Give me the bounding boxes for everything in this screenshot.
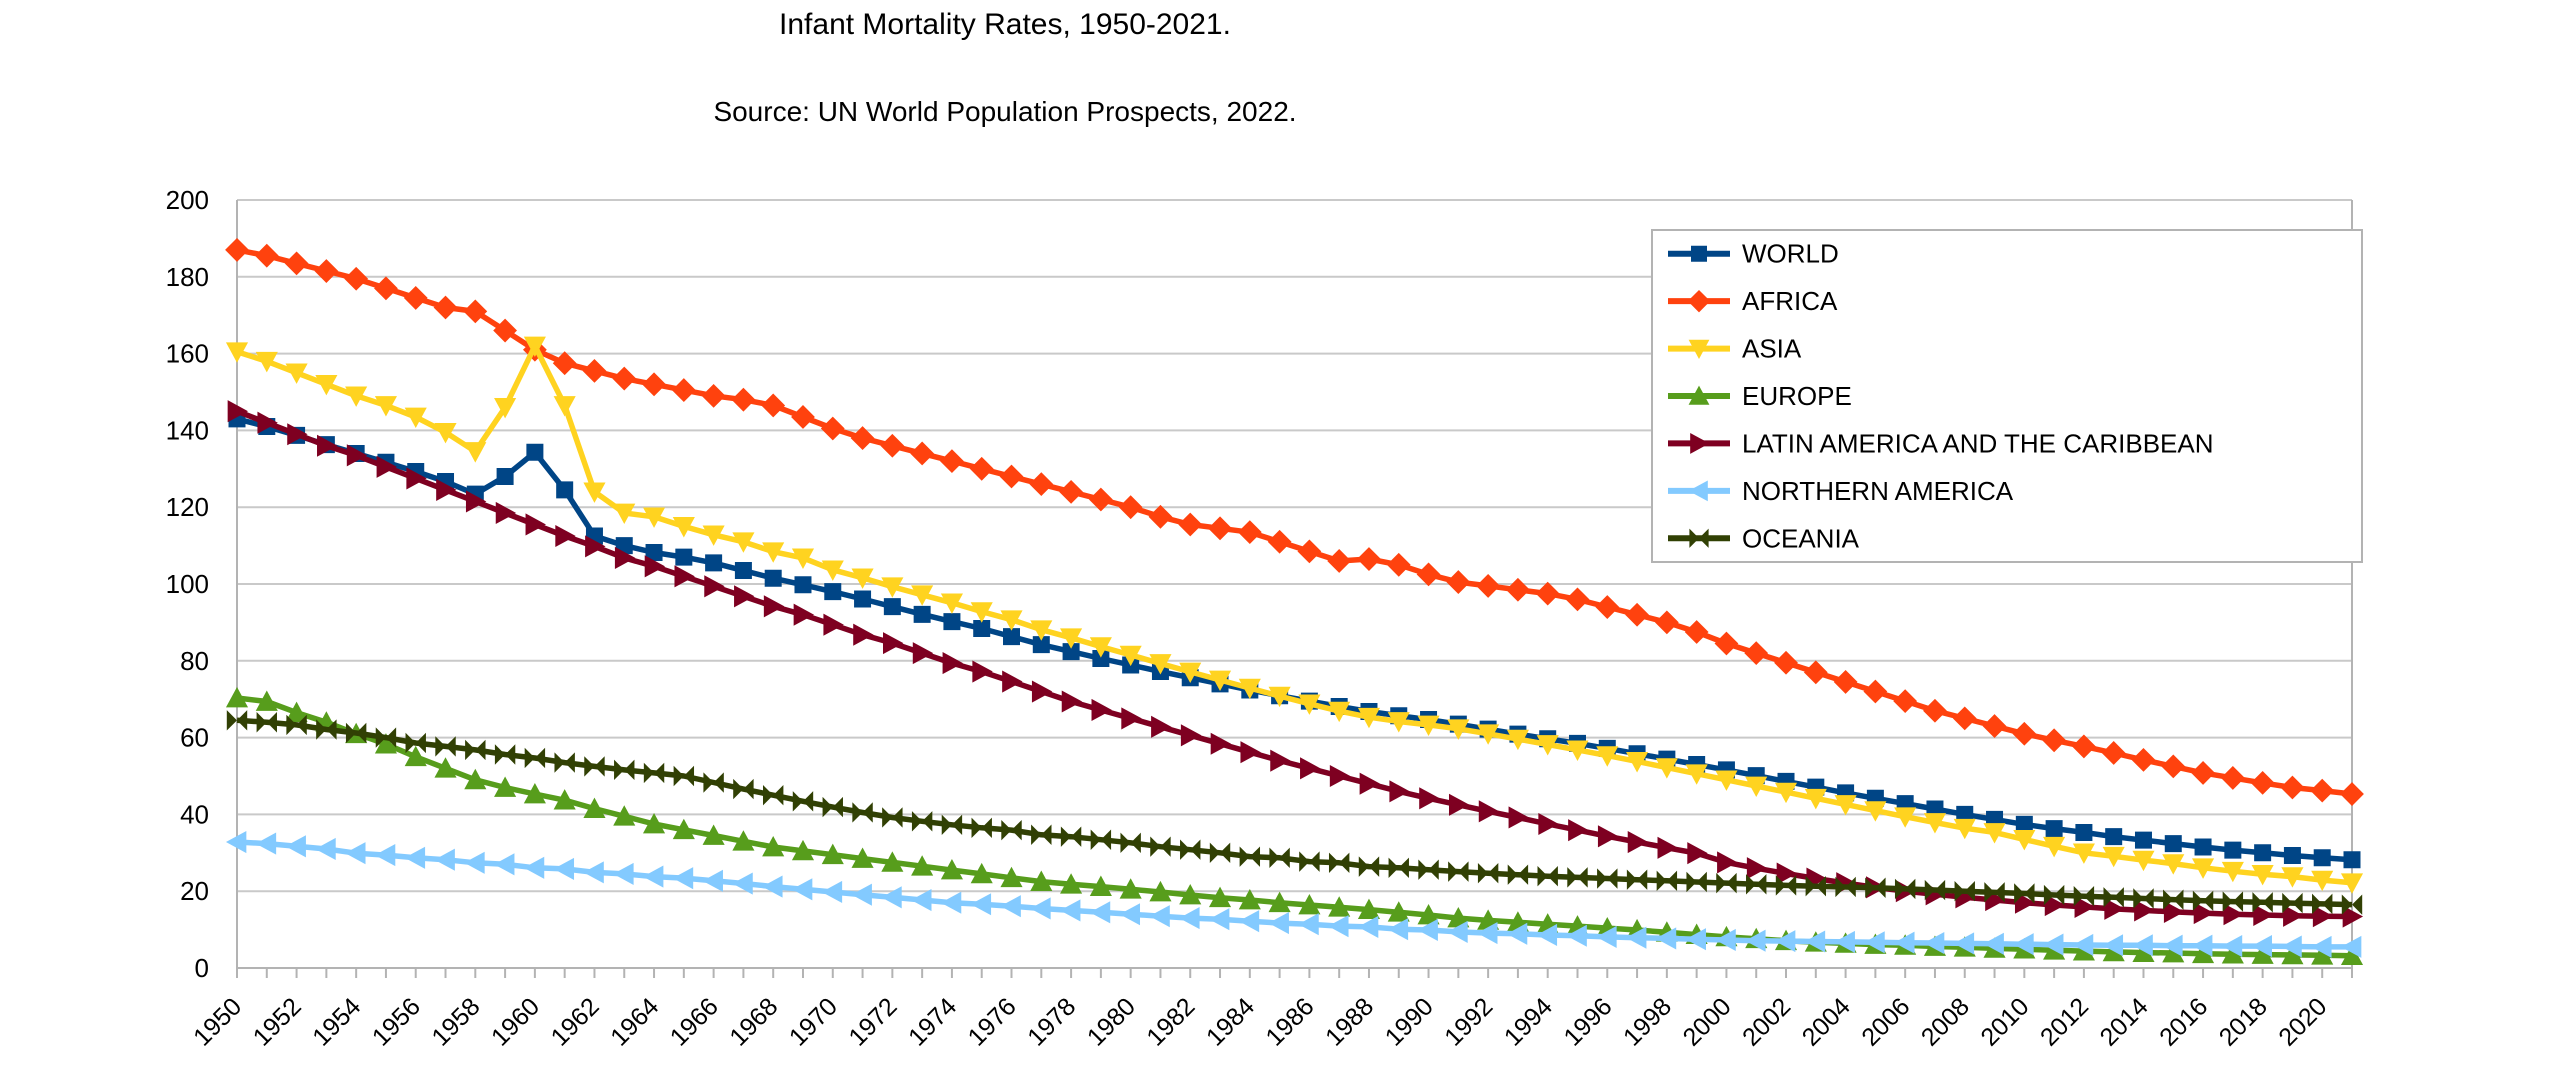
series-africa — [225, 238, 2364, 806]
x-tick-label: 1962 — [546, 992, 605, 1051]
x-tick-label: 1950 — [188, 992, 247, 1051]
y-tick-label: 120 — [166, 492, 209, 522]
y-tick-label: 80 — [180, 646, 209, 676]
legend-label-northern-america: NORTHERN AMERICA — [1742, 476, 2014, 506]
legend-marker-latin-america-and-the-caribbean-icon — [1690, 433, 1710, 454]
x-tick-label: 1956 — [367, 992, 426, 1051]
x-tick-label: 1974 — [903, 992, 962, 1051]
x-tick-label: 2020 — [2273, 992, 2332, 1051]
legend-item-latin-america-and-the-caribbean: LATIN AMERICA AND THE CARIBBEAN — [1668, 428, 2214, 458]
y-tick-label: 20 — [180, 876, 209, 906]
x-tick-label: 1966 — [665, 992, 724, 1051]
x-tick-label: 2006 — [1856, 992, 1915, 1051]
legend-marker-northern-america-icon — [1688, 480, 1708, 502]
legend-label-oceania: OCEANIA — [1742, 523, 1860, 553]
legend-label-world: WORLD — [1742, 239, 1839, 269]
series-markers-europe — [225, 686, 2364, 966]
legend-label-africa: AFRICA — [1742, 286, 1838, 316]
y-tick-label: 40 — [180, 799, 209, 829]
series-markers-northern-america — [225, 830, 2362, 958]
y-tick-label: 160 — [166, 339, 209, 369]
x-tick-label: 1964 — [605, 992, 664, 1051]
x-tick-label: 1990 — [1380, 992, 1439, 1051]
x-tick-label: 2008 — [1916, 992, 1975, 1051]
x-tick-label: 2016 — [2154, 992, 2213, 1051]
chart-title: Infant Mortality Rates, 1950-2021. — [779, 8, 1231, 41]
legend-item-northern-america: NORTHERN AMERICA — [1668, 476, 2014, 506]
legend-item-oceania: OCEANIA — [1668, 523, 1860, 553]
x-tick-label: 1992 — [1439, 992, 1498, 1051]
legend-label-europe: EUROPE — [1742, 381, 1852, 411]
y-tick-label: 0 — [195, 953, 209, 983]
x-tick-label: 2012 — [2035, 992, 2094, 1051]
series-oceania — [226, 710, 2363, 915]
x-tick-label: 1982 — [1141, 992, 1200, 1051]
y-tick-label: 180 — [166, 262, 209, 292]
y-tick-label: 60 — [180, 723, 209, 753]
x-tick-label: 1996 — [1558, 992, 1617, 1051]
x-tick-label: 1972 — [843, 992, 902, 1051]
series-northern-america — [225, 830, 2362, 958]
x-tick-label: 1998 — [1618, 992, 1677, 1051]
x-tick-label: 1970 — [784, 992, 843, 1051]
x-tick-label: 1986 — [1261, 992, 1320, 1051]
x-tick-label: 1976 — [963, 992, 1022, 1051]
legend-marker-africa-icon — [1687, 289, 1711, 313]
x-tick-label: 1988 — [1320, 992, 1379, 1051]
legend-marker-asia-icon — [1688, 339, 1710, 359]
x-tick-label: 1954 — [307, 992, 366, 1051]
legend-item-asia: ASIA — [1668, 334, 1802, 364]
x-tick-label: 1960 — [486, 992, 545, 1051]
legend-label-asia: ASIA — [1742, 334, 1802, 364]
x-tick-label: 2002 — [1737, 992, 1796, 1051]
x-tick-label: 2018 — [2214, 992, 2273, 1051]
x-tick-label: 1980 — [1082, 992, 1141, 1051]
legend-item-europe: EUROPE — [1668, 381, 1852, 411]
series-markers-oceania — [226, 710, 2363, 915]
x-tick-label: 1994 — [1499, 992, 1558, 1051]
x-tick-label: 1984 — [1201, 992, 1260, 1051]
x-tick-label: 1978 — [1022, 992, 1081, 1051]
legend-marker-oceania-icon — [1689, 528, 1709, 548]
y-tick-label: 140 — [166, 415, 209, 445]
legend-marker-europe-icon — [1688, 385, 1710, 405]
chart-subtitle: Source: UN World Population Prospects, 2… — [713, 96, 1297, 127]
legend-label-latin-america-and-the-caribbean: LATIN AMERICA AND THE CARIBBEAN — [1742, 428, 2214, 458]
series-latin-america-and-the-caribbean — [227, 400, 2364, 928]
y-tick-label: 200 — [166, 185, 209, 215]
x-tick-label: 2000 — [1678, 992, 1737, 1051]
legend-marker-world-icon — [1691, 245, 1707, 262]
x-tick-label: 1968 — [724, 992, 783, 1051]
legend-box — [1651, 229, 2363, 563]
x-tick-label: 2014 — [2095, 992, 2154, 1051]
y-tick-label: 100 — [166, 569, 209, 599]
x-tick-label: 2010 — [1975, 992, 2034, 1051]
x-tick-label: 2004 — [1797, 992, 1856, 1051]
legend-item-world: WORLD — [1668, 239, 1839, 269]
series-line-oceania — [236, 717, 2353, 908]
series-asia — [225, 336, 2364, 894]
x-tick-label: 1958 — [426, 992, 485, 1051]
legend: WORLD AFRICA ASIA EUROPE LATIN AMERICA AND T… — [1651, 229, 2363, 563]
x-tick-label: 1952 — [248, 992, 307, 1051]
legend-item-africa: AFRICA — [1668, 286, 1838, 316]
